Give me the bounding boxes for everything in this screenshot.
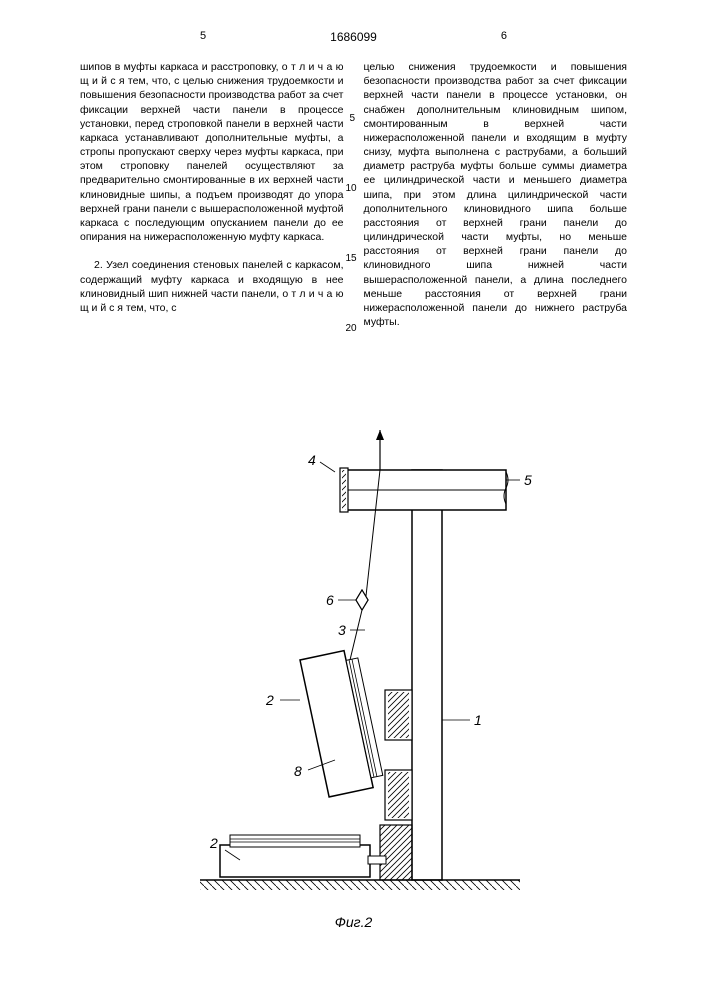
text-columns: шипов в муфты каркаса и расстроповку, о … [80,60,627,329]
left-column: шипов в муфты каркаса и расстроповку, о … [80,60,344,329]
arrow-head-icon [376,430,384,440]
ground-hatch [200,880,520,890]
page: 5 1686099 6 шипов в муфты каркаса и расс… [0,0,707,1000]
panel-tilted [300,648,385,797]
right-column: 5 10 15 20 целью снижения трудоемкости и… [364,60,628,329]
label-6: 6 [326,592,334,608]
label-4: 4 [308,452,316,468]
ground-panel-spike [368,856,386,864]
label-2: 2 [265,692,274,708]
figure-caption: Фиг.2 [335,914,373,930]
figure: 4 5 6 3 2 8 1 2 Фиг.2 [0,420,707,960]
top-muff-hatch [342,470,346,510]
label-3: 3 [338,622,346,638]
panel-ground [220,845,370,877]
label-2b: 2 [209,835,218,851]
body-text-para2: 2. Узел соединения стеновых панелей с ка… [80,258,344,315]
foundation [380,825,412,880]
column [412,470,442,880]
page-number-right: 6 [501,30,507,42]
label-1: 1 [474,712,482,728]
body-text: шипов в муфты каркаса и расстроповку, о … [80,61,344,243]
panel-ground-top [230,835,360,847]
body-text: целью снижения трудоемкости и повышения … [364,61,628,328]
line-marker: 15 [346,252,357,266]
label-8: 8 [294,763,302,779]
label-5: 5 [524,472,532,488]
document-number: 1686099 [330,30,377,44]
line-marker: 10 [346,182,357,196]
figure-svg: 4 5 6 3 2 8 1 2 [180,430,540,930]
cable-lower [350,610,362,660]
mid-muff-lower-hatch [388,772,409,818]
line-marker: 20 [346,322,357,336]
page-number-left: 5 [200,30,206,42]
mid-muff-upper-hatch [388,692,409,738]
line-marker: 5 [350,112,356,126]
